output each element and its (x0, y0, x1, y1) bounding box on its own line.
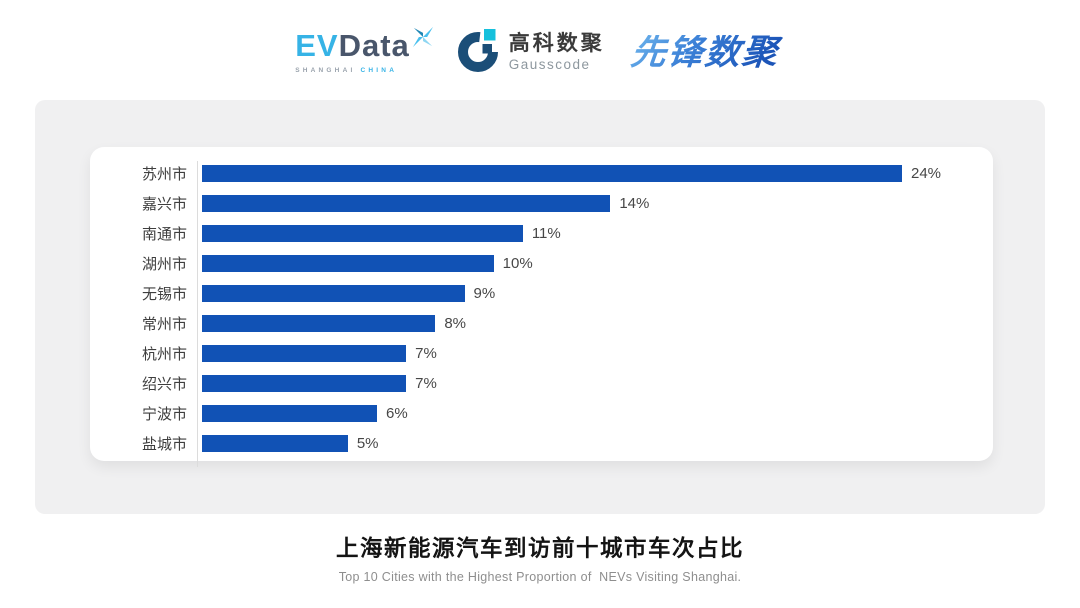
evdata-tagline: SHANGHAI CHINA (295, 67, 397, 74)
bar-row: 嘉兴市 14% (90, 188, 993, 218)
value-label: 10% (502, 254, 533, 272)
city-label: 盐城市 (141, 436, 187, 454)
evdata-ev-text: EV (295, 28, 339, 63)
gausscode-logo: 高科数聚 Gausscode (456, 28, 605, 77)
bar-area: 6% (197, 405, 993, 423)
bar-row: 无锡市 9% (90, 278, 993, 308)
bar-row: 绍兴市 7% (90, 369, 993, 399)
gausscode-wordmark: 高科数聚 Gausscode (509, 32, 605, 71)
chart-card: 苏州市 24% 嘉兴市 14% 南通市 11% 湖州市 10% 无锡市 9% 常州市 8% 杭州市 7% 绍… (90, 147, 993, 467)
chart-subtitle: Top 10 Cities with the Highest Proportio… (338, 570, 742, 584)
city-label: 南通市 (141, 225, 187, 243)
city-label: 湖州市 (141, 255, 187, 273)
city-label: 常州市 (141, 316, 187, 334)
value-label: 8% (444, 315, 467, 333)
bar (202, 224, 523, 242)
bar-row: 常州市 8% (90, 308, 993, 338)
evdata-data-text: Data (338, 28, 410, 63)
bar-rows: 苏州市 24% 嘉兴市 14% 南通市 11% 湖州市 10% 无锡市 9% 常州市 8% 杭州市 7% 绍… (90, 158, 993, 459)
y-axis-line (197, 161, 198, 467)
evdata-wordmark: EV Data (295, 30, 410, 61)
bar (202, 345, 407, 363)
evdata-logo: EV Data SHANGHAI CHINA (295, 26, 433, 74)
logo-bar: EV Data SHANGHAI CHINA 高科数聚 Gausscode (0, 14, 1080, 90)
bar (202, 254, 494, 272)
bar-area: 7% (197, 345, 993, 363)
value-label: 5% (356, 435, 379, 453)
bar (202, 375, 407, 393)
bar-row: 杭州市 7% (90, 339, 993, 369)
bar (202, 194, 611, 212)
bar-area: 10% (197, 254, 993, 272)
value-label: 9% (473, 284, 496, 302)
bar (202, 405, 377, 423)
bar-row: 宁波市 6% (90, 399, 993, 429)
bar-area: 24% (197, 164, 993, 182)
city-label: 绍兴市 (141, 376, 187, 394)
value-label: 11% (531, 224, 561, 242)
bar-area: 14% (197, 194, 993, 212)
city-label: 嘉兴市 (141, 195, 187, 213)
bar-area: 8% (197, 315, 993, 333)
gausscode-cn-text: 高科数聚 (508, 32, 605, 56)
bar (202, 315, 436, 333)
city-label: 杭州市 (141, 346, 187, 364)
value-label: 6% (386, 405, 408, 423)
chart-panel: 苏州市 24% 嘉兴市 14% 南通市 11% 湖州市 10% 无锡市 9% 常州市 8% 杭州市 7% 绍… (35, 100, 1045, 514)
bar-row: 湖州市 10% (90, 248, 993, 278)
city-label: 无锡市 (141, 285, 187, 303)
city-label: 苏州市 (141, 165, 187, 183)
chart-caption: 上海新能源汽车到访前十城市车次占比 Top 10 Cities with the… (0, 531, 1080, 584)
bar-row: 盐城市 5% (90, 429, 993, 459)
chart-title: 上海新能源汽车到访前十城市车次占比 (335, 536, 744, 561)
evdata-sparkle-x-icon (412, 26, 434, 53)
value-label: 7% (415, 375, 437, 393)
bar-chart: 苏州市 24% 嘉兴市 14% 南通市 11% 湖州市 10% 无锡市 9% 常州市 8% 杭州市 7% 绍… (90, 158, 993, 467)
bar-area: 5% (197, 435, 993, 453)
bar (202, 164, 902, 182)
bar-area: 9% (197, 284, 993, 302)
bar-area: 7% (197, 375, 993, 393)
bar (202, 435, 348, 453)
bar-area: 11% (197, 224, 993, 242)
bar-row: 南通市 11% (90, 218, 993, 248)
evdata-china-text: CHINA (360, 67, 398, 74)
bar (202, 284, 465, 302)
gausscode-g-icon (456, 28, 500, 77)
bar-row: 苏州市 24% (90, 158, 993, 188)
pioneer-data-logo: 先锋数聚 (629, 33, 787, 72)
value-label: 14% (619, 194, 650, 212)
value-label: 7% (415, 345, 437, 363)
value-label: 24% (911, 164, 942, 182)
city-label: 宁波市 (141, 406, 187, 424)
evdata-shanghai-text: SHANGHAI (295, 67, 356, 74)
gausscode-en-text: Gausscode (508, 56, 591, 72)
